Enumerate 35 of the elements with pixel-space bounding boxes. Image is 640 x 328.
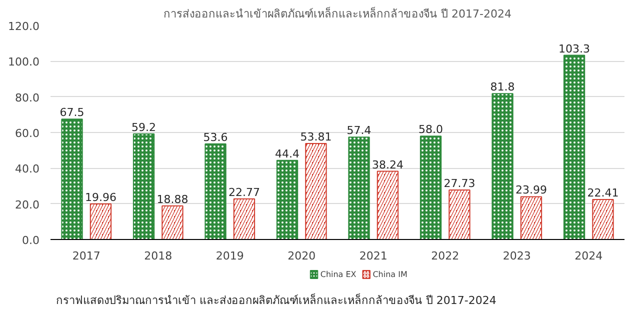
x-tick-label: 2022 [431, 250, 460, 262]
data-label: 19.96 [84, 190, 116, 204]
data-label: 57.4 [346, 124, 372, 138]
data-label: 53.81 [300, 130, 332, 144]
y-tick-label: 20.0 [15, 198, 40, 212]
x-tick-label: 2024 [574, 250, 603, 262]
data-label: 27.73 [444, 177, 476, 190]
y-tick-label: 60.0 [15, 127, 40, 140]
x-tick-label: 2018 [144, 250, 172, 262]
data-label: 22.77 [228, 186, 260, 199]
legend-label: China IM [372, 270, 408, 279]
y-tick-label: 80.0 [15, 91, 40, 104]
data-label: 59.2 [132, 120, 156, 134]
y-tick-label: 120.0 [8, 20, 40, 33]
data-label: 38.24 [372, 158, 404, 172]
x-tick-label: 2017 [72, 250, 100, 262]
data-label: 22.41 [587, 186, 619, 200]
x-tick-label: 2021 [359, 250, 388, 262]
data-label: 103.3 [558, 42, 590, 56]
data-label: 44.4 [275, 147, 300, 160]
data-label: 81.8 [490, 80, 515, 94]
data-label: 58.0 [418, 123, 444, 136]
legend-label: China EX [320, 270, 357, 279]
data-label: 18.88 [156, 192, 188, 206]
data-label: 23.99 [515, 184, 547, 197]
y-tick-label: 40.0 [15, 162, 40, 176]
y-tick-label: 0.0 [22, 234, 40, 247]
y-tick-label: 100.0 [8, 56, 40, 69]
x-tick-label: 2023 [502, 250, 531, 262]
text: กราฟแสดงปริมาณการนำเข้า และส่งออกผลิตภัณฑ์เหล็กและเหล็กกล้าของจีน ปี 2017-2024 [56, 293, 496, 307]
data-label: 53.6 [203, 130, 228, 144]
x-tick-label: 2019 [216, 250, 244, 262]
chart-title: การส่งออกและนำเข้าผลิตภัณฑ์เหล็กและเหล็กกล้าของจีน ปี 2017-2024 [164, 6, 512, 20]
x-tick-label: 2020 [288, 250, 316, 262]
data-label: 67.5 [60, 106, 84, 120]
